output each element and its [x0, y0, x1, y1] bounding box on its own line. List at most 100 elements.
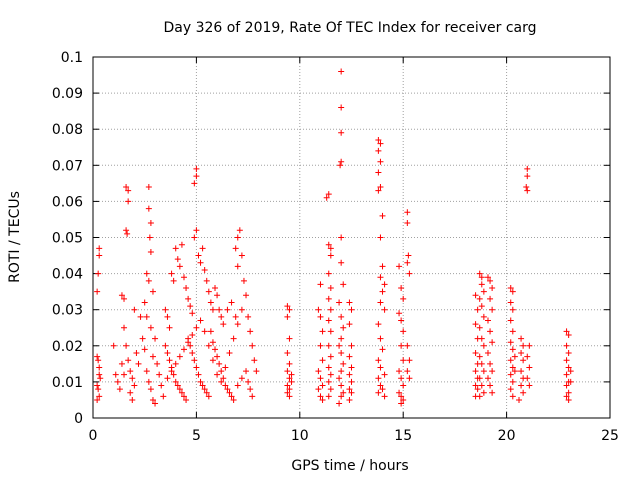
data-point [472, 350, 479, 357]
data-point [327, 245, 334, 252]
data-point [396, 389, 403, 396]
data-point [340, 281, 347, 288]
data-point [118, 360, 125, 367]
data-point [216, 360, 223, 367]
data-point [336, 400, 343, 407]
data-point [478, 382, 485, 389]
data-point [145, 183, 152, 190]
data-point [381, 306, 388, 313]
data-point [96, 252, 103, 259]
data-point [348, 364, 355, 371]
data-point [129, 375, 136, 382]
data-point [336, 299, 343, 306]
data-point [141, 299, 148, 306]
data-point [524, 187, 531, 194]
data-point [197, 378, 204, 385]
data-point [509, 378, 516, 385]
y-tick-label: 0.02 [52, 339, 83, 355]
data-point [149, 288, 156, 295]
data-point [94, 396, 101, 403]
data-point [125, 357, 132, 364]
data-point [193, 364, 200, 371]
data-point [170, 371, 177, 378]
x-tick-label: 10 [291, 428, 309, 444]
y-tick-label: 0.07 [52, 158, 83, 174]
data-point [238, 252, 245, 259]
data-point [317, 313, 324, 320]
data-point [180, 274, 187, 281]
data-point [127, 389, 134, 396]
data-point [286, 393, 293, 400]
data-point [95, 270, 102, 277]
data-point [507, 285, 514, 292]
data-point [317, 281, 324, 288]
data-point [183, 285, 190, 292]
data-point [121, 324, 128, 331]
data-point [377, 183, 384, 190]
data-point [524, 375, 531, 382]
data-point [189, 310, 196, 317]
data-point [232, 313, 239, 320]
data-point [375, 321, 382, 328]
data-point [170, 277, 177, 284]
data-point [325, 191, 332, 198]
data-point [149, 353, 156, 360]
data-point [317, 342, 324, 349]
data-point [375, 137, 382, 144]
x-axis-label: GPS time / hours [291, 458, 408, 474]
data-point [317, 375, 324, 382]
data-point [286, 306, 293, 313]
data-point [336, 375, 343, 382]
data-point [381, 371, 388, 378]
data-point [375, 389, 382, 396]
data-point [381, 393, 388, 400]
data-point [218, 368, 225, 375]
data-point [375, 187, 382, 194]
data-point [476, 353, 483, 360]
data-point [338, 234, 345, 241]
data-point [325, 364, 332, 371]
data-point [174, 256, 181, 263]
data-point [518, 382, 525, 389]
data-point [139, 335, 146, 342]
data-point [193, 165, 200, 172]
data-point [346, 396, 353, 403]
data-point [348, 389, 355, 396]
data-point [520, 357, 527, 364]
data-point [511, 368, 518, 375]
data-point [507, 339, 514, 346]
data-point [234, 382, 241, 389]
data-point [338, 393, 345, 400]
y-axis-label: ROTI / TECUs [7, 191, 23, 283]
data-point [377, 335, 384, 342]
data-point [245, 313, 252, 320]
data-point [337, 162, 344, 169]
data-point [319, 382, 326, 389]
data-point [507, 299, 514, 306]
data-point [284, 303, 291, 310]
x-tick-label: 5 [192, 428, 201, 444]
data-point [507, 317, 514, 324]
data-point [152, 400, 159, 407]
data-point [476, 375, 483, 382]
data-point [398, 400, 405, 407]
data-point [338, 382, 345, 389]
data-point [346, 386, 353, 393]
data-point [123, 227, 130, 234]
data-point [197, 259, 204, 266]
data-point [476, 295, 483, 302]
data-point [315, 386, 322, 393]
data-point [476, 270, 483, 277]
data-point [131, 382, 138, 389]
data-point [166, 357, 173, 364]
data-point [284, 313, 291, 320]
data-point [405, 252, 412, 259]
data-point [348, 378, 355, 385]
data-point [234, 234, 241, 241]
data-point [156, 371, 163, 378]
data-point [203, 277, 210, 284]
data-point [172, 245, 179, 252]
data-point [240, 277, 247, 284]
data-point [325, 317, 332, 324]
